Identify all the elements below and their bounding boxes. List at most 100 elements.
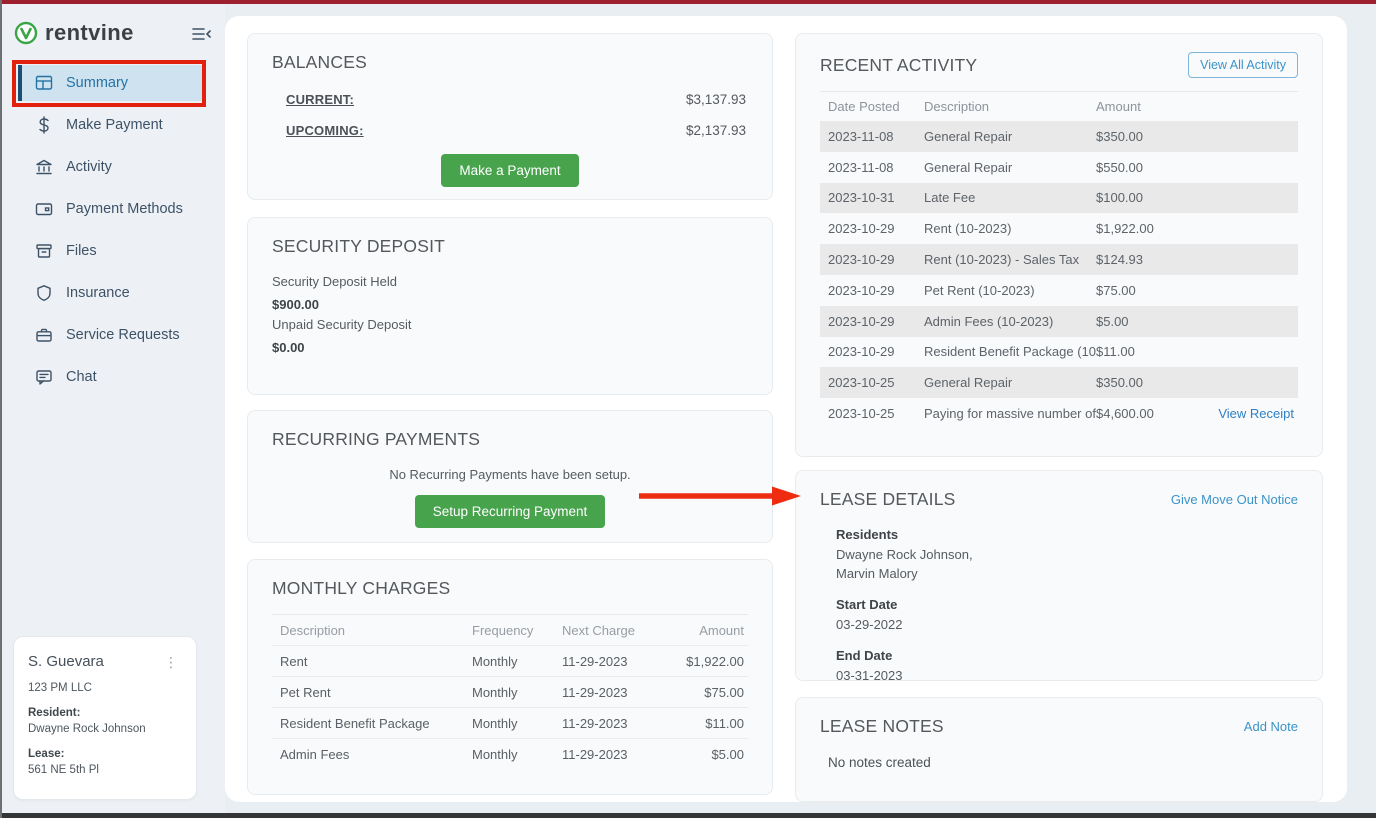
rentvine-logo-icon	[14, 21, 38, 45]
user-name: S. Guevara	[28, 653, 104, 670]
current-balance-label: CURRENT:	[286, 92, 355, 107]
activity-description-cell: Admin Fees (10-2023)	[924, 313, 1054, 329]
card-icon	[35, 200, 53, 218]
charge-frequency-cell: Monthly	[472, 653, 518, 669]
resident-label: Resident:	[28, 707, 81, 719]
charge-amount-cell: $75.00	[704, 684, 744, 700]
logo-text: rentvine	[45, 20, 134, 45]
end-date-label: End Date	[836, 647, 893, 663]
table-row: 2023-10-29 Rent (10-2023) - Sales Tax $1…	[820, 244, 1298, 275]
activity-description-cell: Late Fee	[924, 190, 976, 206]
start-date-value: 03-29-2022	[836, 616, 903, 632]
table-body: 2023-11-08 General Repair $350.00 2023-1…	[820, 121, 1298, 429]
deposit-held-label: Security Deposit Held	[272, 274, 397, 289]
activity-description-cell: Pet Rent (10-2023)	[924, 282, 1035, 298]
table-row: Admin Fees Monthly 11-29-2023 $5.00	[272, 738, 748, 769]
resident-name: Dwayne Rock Johnson	[28, 723, 146, 735]
table-row: 2023-10-25 General Repair $350.00	[820, 367, 1298, 399]
charge-description-cell: Resident Benefit Package	[280, 715, 430, 731]
recent-activity-title: RECENT ACTIVITY	[820, 54, 978, 75]
table-row: 2023-10-29 Admin Fees (10-2023) $5.00	[820, 305, 1298, 337]
charge-description-cell: Pet Rent	[280, 684, 331, 700]
charge-frequency-cell: Monthly	[472, 746, 518, 762]
recurring-payments-card: RECURRING PAYMENTS No Recurring Payments…	[247, 410, 773, 543]
table-row: 2023-10-29 Pet Rent (10-2023) $75.00	[820, 275, 1298, 306]
view-all-activity-button[interactable]: View All Activity	[1188, 52, 1298, 78]
sidebar-item-payment-methods[interactable]: Payment Methods	[0, 188, 225, 230]
collapse-sidebar-icon[interactable]	[192, 24, 211, 42]
activity-date-cell: 2023-10-29	[828, 221, 895, 237]
lease-details-card: LEASE DETAILS Give Move Out Notice Resid…	[795, 470, 1323, 683]
activity-amount-cell: $5.00	[1096, 313, 1129, 329]
table-row: 2023-10-25 Paying for massive number of …	[820, 398, 1298, 429]
column-header: Next Charge	[562, 622, 635, 638]
column-header: Description	[924, 99, 990, 114]
table-row: 2023-10-29 Rent (10-2023) $1,922.00	[820, 213, 1298, 244]
charge-frequency-cell: Monthly	[472, 715, 518, 731]
activity-date-cell: 2023-10-31	[828, 190, 895, 206]
make-payment-button[interactable]: Make a Payment	[441, 154, 579, 187]
activity-date-cell: 2023-11-08	[828, 128, 894, 144]
add-note-link[interactable]: Add Note	[1243, 719, 1298, 734]
recurring-empty-message: No Recurring Payments have been setup.	[389, 467, 631, 482]
user-card: S. Guevara ⋮ 123 PM LLC Resident: Dwayne…	[13, 636, 197, 800]
lease-address: 561 NE 5th Pl	[28, 764, 99, 776]
activity-amount-cell: $550.00	[1096, 159, 1143, 175]
sidebar-item-label: Activity	[66, 159, 112, 175]
company-name: 123 PM LLC	[28, 682, 92, 694]
charge-frequency-cell: Monthly	[472, 684, 518, 700]
sidebar-item-summary[interactable]: Summary	[18, 65, 202, 101]
activity-amount-cell: $100.00	[1096, 190, 1143, 206]
activity-date-cell: 2023-10-29	[828, 282, 895, 298]
sidebar-item-files[interactable]: Files	[0, 230, 225, 272]
window-top-edge	[0, 0, 1376, 4]
sidebar-item-label: Files	[66, 243, 97, 259]
sidebar-item-chat[interactable]: Chat	[0, 356, 225, 398]
lease-notes-title: LEASE NOTES	[820, 716, 944, 736]
lease-label: Lease:	[28, 748, 65, 760]
charge-amount-cell: $11.00	[705, 715, 744, 731]
activity-amount-cell: $350.00	[1096, 128, 1143, 144]
column-header: Amount	[1096, 99, 1141, 114]
activity-description-cell: General Repair	[924, 375, 1013, 391]
activity-description-cell: Rent (10-2023)	[924, 221, 1012, 237]
column-header: Description	[280, 622, 346, 638]
lease-details-title: LEASE DETAILS	[820, 489, 956, 509]
activity-date-cell: 2023-10-25	[828, 406, 895, 422]
activity-date-cell: 2023-10-29	[828, 252, 895, 268]
activity-description-cell: Paying for massive number of r...	[924, 406, 1096, 422]
upcoming-balance-label: UPCOMING:	[286, 123, 364, 138]
current-balance-amount: $3,137.93	[685, 92, 746, 107]
sidebar-item-insurance[interactable]: Insurance	[0, 272, 225, 314]
security-deposit-card: SECURITY DEPOSIT Security Deposit Held $…	[247, 217, 773, 395]
sidebar-item-label: Payment Methods	[66, 201, 183, 217]
charge-amount-cell: $1,922.00	[686, 653, 744, 669]
deposit-unpaid-amount: $0.00	[272, 340, 305, 355]
upcoming-balance-amount: $2,137.93	[685, 123, 746, 138]
column-header: Date Posted	[828, 99, 900, 114]
activity-description-cell: General Repair	[924, 159, 1013, 175]
sidebar-item-service-requests[interactable]: Service Requests	[0, 314, 225, 356]
deposit-held-amount: $900.00	[272, 297, 319, 312]
give-move-out-notice-link[interactable]: Give Move Out Notice	[1170, 492, 1298, 507]
charge-next-date-cell: 11-29-2023	[562, 746, 628, 762]
column-header: Amount	[699, 622, 744, 638]
view-receipt-link[interactable]: View Receipt	[1218, 406, 1294, 422]
activity-date-cell: 2023-10-29	[828, 313, 895, 329]
sidebar-item-label: Chat	[66, 369, 97, 385]
activity-description-cell: Resident Benefit Package (10-2...	[924, 344, 1096, 360]
activity-description-cell: General Repair	[924, 128, 1013, 144]
sidebar-item-activity[interactable]: Activity	[0, 146, 225, 188]
table-row: 2023-10-31 Late Fee $100.00	[820, 182, 1298, 214]
charge-next-date-cell: 11-29-2023	[562, 684, 628, 700]
table-row: Pet Rent Monthly 11-29-2023 $75.00	[272, 676, 748, 707]
archive-icon	[35, 242, 53, 260]
monthly-charges-table: Description Frequency Next Charge Amount…	[272, 614, 748, 769]
setup-recurring-payment-button[interactable]: Setup Recurring Payment	[414, 495, 606, 528]
activity-amount-cell: $1,922.00	[1096, 221, 1154, 237]
table-row: 2023-11-08 General Repair $550.00	[820, 152, 1298, 183]
start-date-label: Start Date	[836, 596, 898, 612]
charge-next-date-cell: 11-29-2023	[562, 715, 628, 731]
kebab-menu-icon[interactable]: ⋮	[164, 654, 178, 670]
sidebar-item-make-payment[interactable]: Make Payment	[0, 104, 225, 146]
